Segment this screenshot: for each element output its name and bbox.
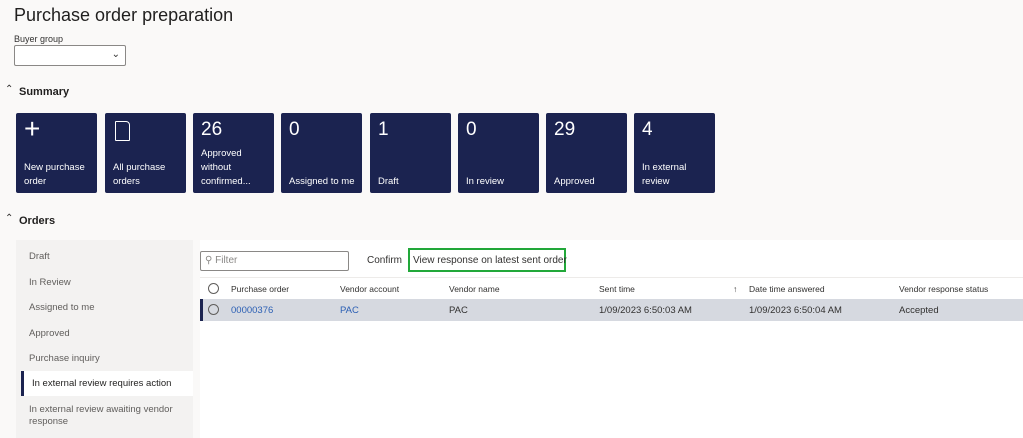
tile-count: 29 bbox=[554, 119, 576, 140]
tile-count: 0 bbox=[289, 119, 300, 140]
search-icon: ⚲ bbox=[205, 255, 213, 266]
date-answered-cell: 1/09/2023 6:50:04 AM bbox=[749, 305, 842, 316]
tile-label: Approved bbox=[554, 176, 595, 187]
highlight-box bbox=[408, 248, 566, 272]
document-icon bbox=[115, 121, 130, 141]
vendor-account-link[interactable]: PAC bbox=[340, 305, 359, 316]
sent-time-cell: 1/09/2023 6:50:03 AM bbox=[599, 305, 692, 316]
tile-in-review[interactable]: 0 In review bbox=[458, 113, 539, 193]
row-select-radio[interactable] bbox=[208, 304, 219, 315]
tile-label: Assigned to me bbox=[289, 176, 355, 187]
view-response-button[interactable]: View response on latest sent order bbox=[413, 255, 567, 266]
tile-count: 4 bbox=[642, 119, 653, 140]
table-row[interactable] bbox=[200, 299, 1023, 321]
nav-purchase-inquiry[interactable]: Purchase inquiry bbox=[29, 353, 100, 364]
summary-header[interactable]: Summary bbox=[19, 86, 70, 98]
filter-placeholder: Filter bbox=[215, 255, 238, 266]
tile-label: In review bbox=[466, 176, 505, 187]
sort-ascending-icon: ↑ bbox=[733, 284, 738, 294]
collapse-summary-icon[interactable]: ⌃ bbox=[5, 84, 14, 95]
filter-input[interactable]: ⚲ Filter bbox=[200, 251, 349, 271]
col-sent-time[interactable]: Sent time bbox=[599, 284, 635, 294]
plus-icon: + bbox=[24, 113, 41, 144]
tile-approved-without-confirmed[interactable]: 26 Approved without confirmed... bbox=[193, 113, 274, 193]
nav-in-review[interactable]: In Review bbox=[29, 277, 71, 288]
tile-label: Approved without confirmed... bbox=[201, 148, 251, 187]
collapse-orders-icon[interactable]: ⌃ bbox=[5, 213, 14, 224]
tile-count: 0 bbox=[466, 119, 477, 140]
orders-grid-panel bbox=[200, 240, 1023, 438]
nav-assigned-to-me[interactable]: Assigned to me bbox=[29, 302, 95, 313]
tile-label: New purchase order bbox=[24, 162, 85, 187]
col-vendor-name[interactable]: Vendor name bbox=[449, 284, 500, 294]
buyer-group-label: Buyer group bbox=[14, 34, 64, 44]
tile-all-purchase-orders[interactable]: All purchase orders bbox=[105, 113, 186, 193]
orders-header[interactable]: Orders bbox=[19, 215, 56, 227]
select-all-checkbox[interactable] bbox=[208, 283, 219, 294]
col-vendor-account[interactable]: Vendor account bbox=[340, 284, 400, 294]
confirm-button[interactable]: Confirm bbox=[367, 255, 403, 266]
chevron-down-icon: ⌄ bbox=[111, 49, 120, 60]
page-title: Purchase order preparation bbox=[14, 5, 234, 25]
tile-label: Draft bbox=[378, 176, 399, 187]
tile-count: 26 bbox=[201, 119, 223, 140]
status-cell: Accepted bbox=[899, 305, 939, 316]
vendor-name-cell: PAC bbox=[449, 305, 468, 316]
tile-assigned-to-me[interactable]: 0 Assigned to me bbox=[281, 113, 362, 193]
tile-count: 1 bbox=[378, 119, 389, 140]
nav-external-review-requires-action[interactable]: In external review requires action bbox=[21, 371, 193, 396]
tile-draft[interactable]: 1 Draft bbox=[370, 113, 451, 193]
nav-external-review-awaiting-vendor[interactable]: In external review awaiting vendor respo… bbox=[29, 404, 173, 427]
col-purchase-order[interactable]: Purchase order bbox=[231, 284, 290, 294]
col-date-time-answered[interactable]: Date time answered bbox=[749, 284, 825, 294]
buyer-group-select[interactable]: ⌄ bbox=[14, 45, 126, 66]
col-vendor-response-status[interactable]: Vendor response status bbox=[899, 284, 989, 294]
tile-label: In external review bbox=[642, 162, 687, 187]
divider bbox=[200, 277, 1023, 278]
tile-in-external-review[interactable]: 4 In external review bbox=[634, 113, 715, 193]
tile-approved[interactable]: 29 Approved bbox=[546, 113, 627, 193]
orders-nav: Draft In Review Assigned to me Approved … bbox=[16, 240, 193, 438]
nav-approved[interactable]: Approved bbox=[29, 328, 70, 339]
tile-new-purchase-order[interactable]: + New purchase order bbox=[16, 113, 97, 193]
tile-label: All purchase orders bbox=[113, 162, 166, 187]
nav-draft[interactable]: Draft bbox=[29, 251, 50, 262]
purchase-order-link[interactable]: 00000376 bbox=[231, 305, 274, 316]
